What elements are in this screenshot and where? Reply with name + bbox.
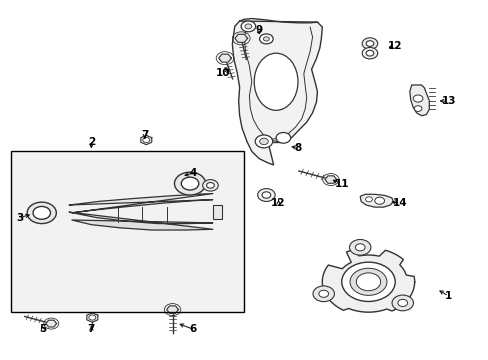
- Text: 8: 8: [294, 143, 301, 153]
- Polygon shape: [234, 34, 247, 42]
- Polygon shape: [322, 250, 414, 312]
- Text: 3: 3: [16, 212, 23, 222]
- Text: 2: 2: [87, 138, 95, 148]
- Circle shape: [362, 48, 377, 59]
- Circle shape: [276, 132, 290, 143]
- Circle shape: [318, 290, 328, 297]
- Text: 11: 11: [334, 179, 348, 189]
- Circle shape: [202, 180, 218, 191]
- Polygon shape: [69, 194, 212, 213]
- Circle shape: [366, 41, 373, 46]
- Text: 4: 4: [189, 168, 197, 178]
- Circle shape: [259, 34, 273, 44]
- Circle shape: [362, 38, 377, 49]
- Text: 14: 14: [392, 198, 407, 208]
- Polygon shape: [69, 212, 212, 230]
- Circle shape: [181, 177, 199, 190]
- Circle shape: [397, 300, 407, 306]
- Polygon shape: [325, 176, 336, 183]
- Circle shape: [33, 206, 50, 219]
- Polygon shape: [87, 313, 98, 322]
- Circle shape: [257, 189, 275, 202]
- Text: 7: 7: [141, 130, 148, 140]
- Text: 9: 9: [255, 25, 262, 35]
- Circle shape: [349, 268, 386, 296]
- Text: 12: 12: [387, 41, 402, 51]
- Circle shape: [341, 262, 394, 301]
- Circle shape: [89, 315, 96, 320]
- Polygon shape: [166, 306, 178, 313]
- Circle shape: [412, 95, 422, 102]
- Ellipse shape: [254, 53, 297, 111]
- Circle shape: [259, 138, 268, 145]
- Circle shape: [27, 202, 56, 224]
- Polygon shape: [360, 194, 392, 207]
- Circle shape: [366, 50, 373, 56]
- Polygon shape: [409, 85, 428, 116]
- Text: 7: 7: [87, 324, 95, 334]
- Bar: [11, 152, 244, 312]
- Text: 5: 5: [39, 324, 46, 334]
- Circle shape: [244, 24, 251, 29]
- Text: 1: 1: [444, 291, 451, 301]
- Text: 12: 12: [271, 198, 285, 208]
- Circle shape: [355, 244, 365, 251]
- Bar: [212, 205, 221, 219]
- Circle shape: [356, 273, 380, 291]
- Circle shape: [263, 37, 269, 41]
- Circle shape: [312, 286, 334, 302]
- Circle shape: [349, 239, 370, 255]
- Text: 6: 6: [189, 324, 197, 334]
- Circle shape: [255, 135, 272, 148]
- Text: 13: 13: [441, 96, 455, 107]
- Bar: [11, 152, 244, 312]
- Polygon shape: [141, 135, 151, 145]
- Circle shape: [365, 197, 372, 202]
- Circle shape: [142, 138, 149, 143]
- Circle shape: [262, 192, 270, 198]
- Text: 10: 10: [215, 68, 229, 78]
- Circle shape: [374, 197, 384, 204]
- Polygon shape: [232, 21, 322, 165]
- Circle shape: [206, 183, 214, 188]
- Circle shape: [241, 21, 255, 32]
- Circle shape: [391, 295, 413, 311]
- Circle shape: [413, 106, 421, 111]
- Polygon shape: [218, 54, 231, 62]
- Circle shape: [174, 172, 205, 195]
- Polygon shape: [46, 320, 57, 327]
